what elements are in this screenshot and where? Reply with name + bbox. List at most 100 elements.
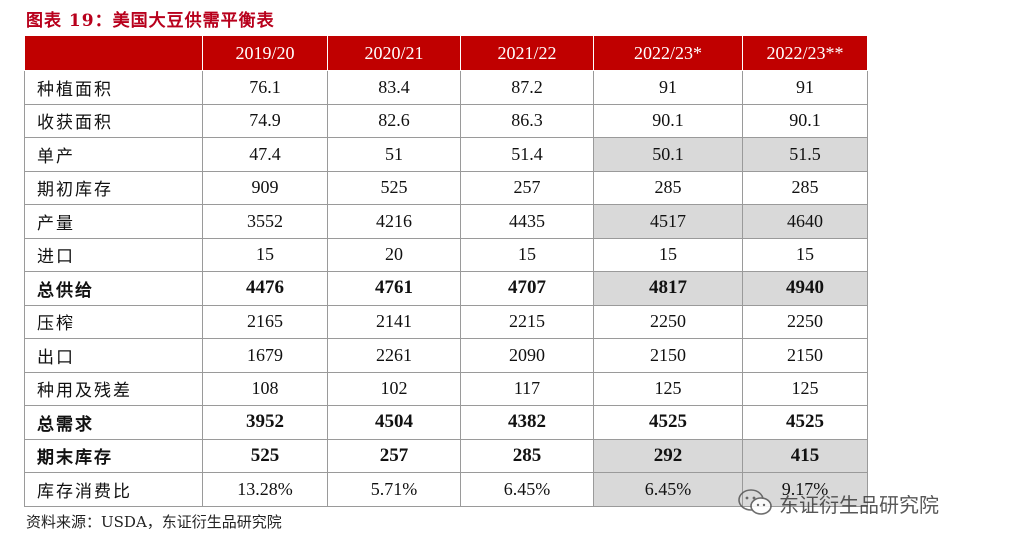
table-cell: 90.1 <box>593 103 743 138</box>
table-cell: 2090 <box>460 338 594 373</box>
wechat-icon <box>738 489 772 515</box>
table-row: 产量 3552 4216 4435 4517 4640 <box>24 204 868 239</box>
table-title: 图表 19：美国大豆供需平衡表 <box>26 11 275 31</box>
table-cell: 108 <box>202 371 328 406</box>
table-row: 期末库存 525 257 285 292 415 <box>24 438 868 473</box>
table-cell: 87.2 <box>460 70 594 105</box>
table-cell: 257 <box>327 438 461 473</box>
table-row: 总需求 3952 4504 4382 4525 4525 <box>24 405 868 440</box>
table-cell: 74.9 <box>202 103 328 138</box>
table-cell: 525 <box>327 170 461 205</box>
row-label: 出口 <box>24 338 203 373</box>
table-cell: 13.28% <box>202 472 328 507</box>
supply-demand-table: 2019/20 2020/21 2021/22 2022/23* 2022/23… <box>24 36 868 507</box>
table-cell: 6.45% <box>593 472 743 507</box>
header-cell-2021: 2021/22 <box>460 36 594 71</box>
table-cell: 4761 <box>327 271 461 306</box>
table-cell: 83.4 <box>327 70 461 105</box>
table-cell: 125 <box>593 371 743 406</box>
table-row: 单产 47.4 51 51.4 50.1 51.5 <box>24 137 868 172</box>
header-cell-2020: 2020/21 <box>327 36 461 71</box>
table-cell: 909 <box>202 170 328 205</box>
watermark: 东证衍生品研究院 <box>737 488 939 518</box>
row-label: 总需求 <box>24 405 203 440</box>
table-cell: 76.1 <box>202 70 328 105</box>
table-cell: 86.3 <box>460 103 594 138</box>
table-cell: 4940 <box>742 271 868 306</box>
table-cell: 4817 <box>593 271 743 306</box>
table-row: 压榨 2165 2141 2215 2250 2250 <box>24 304 868 339</box>
row-label: 总供给 <box>24 271 203 306</box>
table-cell: 4216 <box>327 204 461 239</box>
table-cell: 285 <box>460 438 594 473</box>
table-cell: 285 <box>742 170 868 205</box>
table-row: 库存消费比 13.28% 5.71% 6.45% 6.45% 9.17% <box>24 472 868 507</box>
table-cell: 3952 <box>202 405 328 440</box>
table-cell: 4476 <box>202 271 328 306</box>
row-label: 产量 <box>24 204 203 239</box>
table-cell: 90.1 <box>742 103 868 138</box>
source-note: 资料来源：USDA，东证衍生品研究院 <box>26 513 282 531</box>
header-cell-2022-a: 2022/23* <box>593 36 743 71</box>
table-cell: 47.4 <box>202 137 328 172</box>
table-cell: 257 <box>460 170 594 205</box>
table-cell: 2150 <box>593 338 743 373</box>
row-label: 种用及残差 <box>24 371 203 406</box>
table-cell: 2250 <box>742 304 868 339</box>
table-row: 期初库存 909 525 257 285 285 <box>24 170 868 205</box>
table-cell: 415 <box>742 438 868 473</box>
row-label: 种植面积 <box>24 70 203 105</box>
table-cell: 15 <box>593 237 743 272</box>
header-cell-blank <box>24 36 203 71</box>
table-cell: 51.4 <box>460 137 594 172</box>
table-row: 总供给 4476 4761 4707 4817 4940 <box>24 271 868 306</box>
table-row: 进口 15 20 15 15 15 <box>24 237 868 272</box>
table-cell: 2165 <box>202 304 328 339</box>
table-cell: 4525 <box>593 405 743 440</box>
table-cell: 91 <box>742 70 868 105</box>
table-row: 种植面积 76.1 83.4 87.2 91 91 <box>24 70 868 105</box>
table-cell: 1679 <box>202 338 328 373</box>
table-cell: 285 <box>593 170 743 205</box>
table-row: 种用及残差 108 102 117 125 125 <box>24 371 868 406</box>
table-cell: 4382 <box>460 405 594 440</box>
table-cell: 2261 <box>327 338 461 373</box>
row-label: 库存消费比 <box>24 472 203 507</box>
row-label: 单产 <box>24 137 203 172</box>
table-cell: 2150 <box>742 338 868 373</box>
table-cell: 2141 <box>327 304 461 339</box>
table-body: 种植面积 76.1 83.4 87.2 91 91 收获面积 74.9 82.6 86.3 90.1… <box>24 70 868 507</box>
table-cell: 5.71% <box>327 472 461 507</box>
table-cell: 4640 <box>742 204 868 239</box>
table-cell: 2215 <box>460 304 594 339</box>
table-cell: 4504 <box>327 405 461 440</box>
header-row: 2019/20 2020/21 2021/22 2022/23* 2022/23… <box>24 36 868 71</box>
table-cell: 20 <box>327 237 461 272</box>
table-cell: 82.6 <box>327 103 461 138</box>
header-cell-2022-b: 2022/23** <box>742 36 868 71</box>
table-cell: 15 <box>202 237 328 272</box>
header-cell-2019: 2019/20 <box>202 36 328 71</box>
table-cell: 2250 <box>593 304 743 339</box>
table-cell: 51 <box>327 137 461 172</box>
table-cell: 525 <box>202 438 328 473</box>
row-label: 压榨 <box>24 304 203 339</box>
table-cell: 4517 <box>593 204 743 239</box>
watermark-text: 东证衍生品研究院 <box>779 492 939 517</box>
table-row: 出口 1679 2261 2090 2150 2150 <box>24 338 868 373</box>
table-cell: 3552 <box>202 204 328 239</box>
table-cell: 125 <box>742 371 868 406</box>
table-cell: 117 <box>460 371 594 406</box>
table-cell: 50.1 <box>593 137 743 172</box>
row-label: 期初库存 <box>24 170 203 205</box>
table-cell: 15 <box>460 237 594 272</box>
row-label: 收获面积 <box>24 103 203 138</box>
table-row: 收获面积 74.9 82.6 86.3 90.1 90.1 <box>24 103 868 138</box>
table-cell: 4435 <box>460 204 594 239</box>
row-label: 进口 <box>24 237 203 272</box>
table-cell: 9.17% <box>742 472 868 507</box>
table-cell: 51.5 <box>742 137 868 172</box>
table-cell: 6.45% <box>460 472 594 507</box>
table-cell: 292 <box>593 438 743 473</box>
table-cell: 4707 <box>460 271 594 306</box>
